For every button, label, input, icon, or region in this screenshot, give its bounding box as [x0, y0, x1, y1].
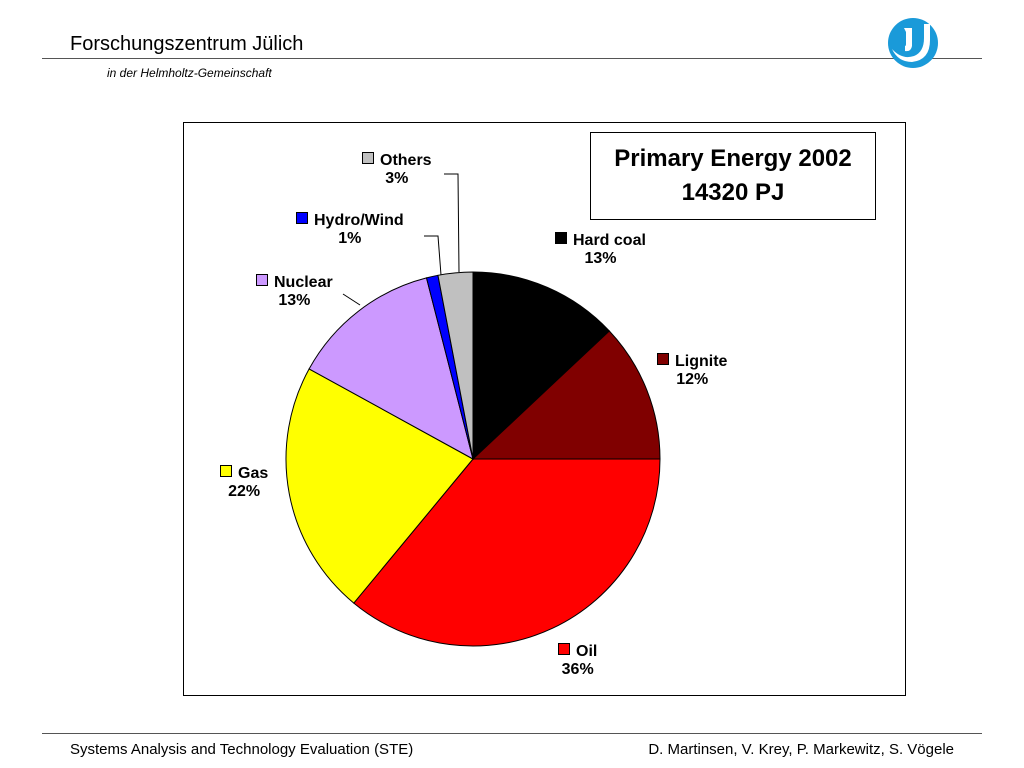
pie-slice-oil — [353, 458, 661, 647]
footer-department: Systems Analysis and Technology Evaluati… — [70, 741, 414, 758]
legend-swatch-oil — [558, 643, 570, 655]
slice-name-hydro-wind: Hydro/Wind — [314, 212, 404, 229]
data-label-gas: Gas 22% — [220, 465, 268, 501]
fz-juelich-logo-icon — [888, 18, 938, 68]
chart-title: Primary Energy 2002 — [614, 145, 852, 172]
slice-name-others: Others — [380, 152, 432, 169]
pie-slice-others — [437, 271, 474, 460]
legend-swatch-gas — [220, 465, 232, 477]
slice-percent-nuclear: 13% — [278, 292, 311, 309]
pie-slice-lignite — [471, 330, 661, 460]
slice-percent-others: 3% — [385, 170, 409, 187]
legend-swatch-hard-coal — [555, 232, 567, 244]
pie-slice-gas — [285, 368, 474, 604]
slice-name-hard-coal: Hard coal — [573, 232, 646, 249]
legend-swatch-nuclear — [256, 274, 268, 286]
chart-frame — [183, 122, 906, 696]
slice-percent-oil: 36% — [561, 661, 594, 678]
slice-percent-hydro-wind: 1% — [338, 230, 362, 247]
slice-name-oil: Oil — [576, 643, 598, 660]
header-divider — [42, 58, 982, 59]
footer-divider — [42, 733, 982, 734]
slice-percent-hard-coal: 13% — [584, 250, 617, 267]
chart-title-box: Primary Energy 2002 14320 PJ — [590, 132, 876, 220]
data-label-hard-coal: Hard coal 13% — [555, 232, 646, 268]
slice-name-lignite: Lignite — [675, 353, 728, 370]
slice-name-gas: Gas — [238, 465, 269, 482]
data-label-hydro-wind: Hydro/Wind 1% — [296, 212, 404, 248]
slice-percent-gas: 22% — [228, 483, 261, 500]
leader-line-hydro-wind — [424, 235, 442, 276]
legend-swatch-lignite — [657, 353, 669, 365]
leader-line-others — [444, 173, 460, 273]
footer-authors: D. Martinsen, V. Krey, P. Markewitz, S. … — [648, 741, 954, 758]
legend-swatch-hydro-wind — [296, 212, 308, 224]
pie-slice-nuclear — [308, 277, 474, 460]
data-label-oil: Oil 36% — [558, 643, 597, 679]
data-label-others: Others 3% — [362, 152, 432, 188]
chart-subtitle: 14320 PJ — [681, 179, 785, 206]
data-label-nuclear: Nuclear 13% — [256, 274, 333, 310]
slice-percent-lignite: 12% — [676, 371, 709, 388]
legend-swatch-others — [362, 152, 374, 164]
slice-name-nuclear: Nuclear — [274, 274, 333, 291]
data-label-lignite: Lignite 12% — [657, 353, 727, 389]
org-name: Forschungszentrum Jülich — [70, 33, 304, 55]
pie-slice-hard-coal — [472, 271, 611, 461]
leader-line-nuclear — [342, 293, 361, 306]
org-subtitle: in der Helmholtz-Gemeinschaft — [107, 66, 272, 80]
